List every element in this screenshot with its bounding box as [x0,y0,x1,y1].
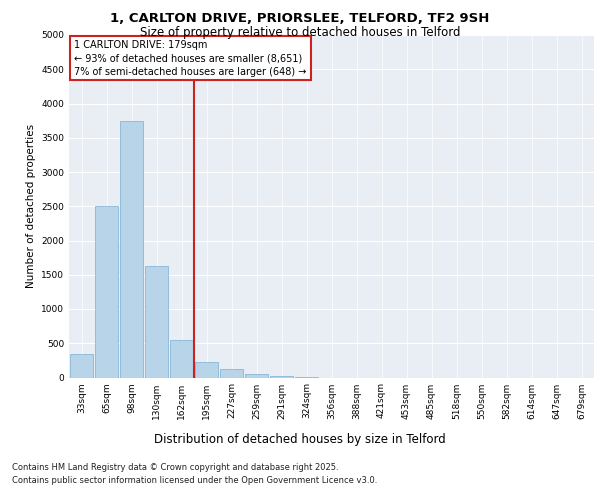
Y-axis label: Number of detached properties: Number of detached properties [26,124,35,288]
Text: 1, CARLTON DRIVE, PRIORSLEE, TELFORD, TF2 9SH: 1, CARLTON DRIVE, PRIORSLEE, TELFORD, TF… [110,12,490,26]
Text: Distribution of detached houses by size in Telford: Distribution of detached houses by size … [154,432,446,446]
Text: Contains HM Land Registry data © Crown copyright and database right 2025.: Contains HM Land Registry data © Crown c… [12,464,338,472]
Text: Size of property relative to detached houses in Telford: Size of property relative to detached ho… [140,26,460,39]
Bar [220,369,243,378]
Bar [270,376,293,378]
Text: 1 CARLTON DRIVE: 179sqm
← 93% of detached houses are smaller (8,651)
7% of semi-: 1 CARLTON DRIVE: 179sqm ← 93% of detache… [74,40,307,76]
Bar [120,120,143,378]
Bar [70,354,93,378]
Bar [170,340,193,378]
Bar [195,362,218,378]
Bar [145,266,168,378]
Bar [95,206,118,378]
Text: Contains public sector information licensed under the Open Government Licence v3: Contains public sector information licen… [12,476,377,485]
Bar [245,374,268,378]
